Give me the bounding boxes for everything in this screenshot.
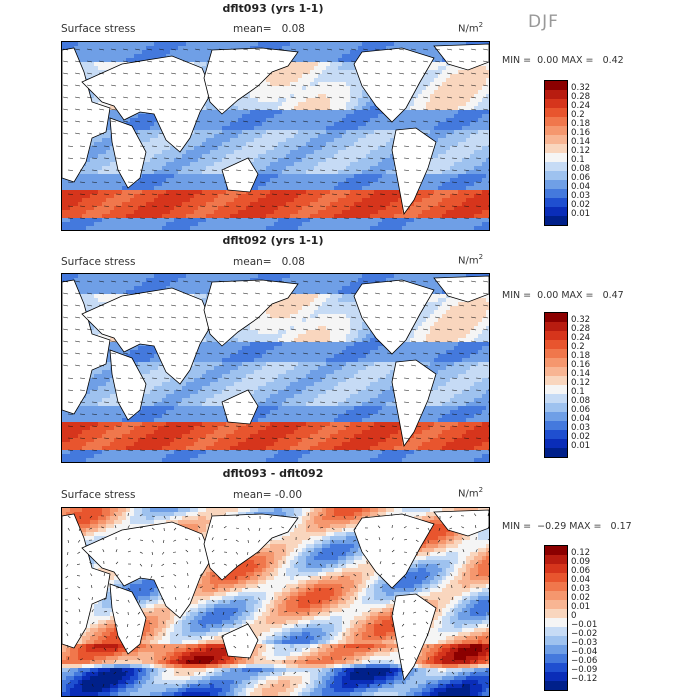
colorbar-tick-label: 0.01 [571, 441, 591, 451]
colorbar-tick-label: 0.2 [571, 110, 585, 120]
colorbar-tick-label: 0.18 [571, 351, 591, 361]
colorbar-tick-label: 0.06 [571, 173, 591, 183]
colorbar-tick-label: 0.1 [571, 387, 585, 397]
colorbar-tick-label: 0.14 [571, 369, 591, 379]
panel-2-colorbar-ticks: 0.32 0.28 0.24 0.2 0.18 0.16 0.14 0.12 0.1 0.08 0.… [571, 312, 621, 456]
colorbar-tick-label: −0.12 [571, 674, 598, 684]
colorbar-tick-label: 0.12 [571, 548, 591, 558]
panel-2-colorbar [544, 312, 568, 458]
panel-3-minmax: MIN = −0.29 MAX = 0.17 [502, 521, 632, 532]
panel-3-unit: N/m2 [458, 486, 484, 500]
colorbar-tick-label: 0.28 [571, 324, 591, 334]
colorbar-tick-label: −0.04 [571, 647, 598, 657]
colorbar-tick-label: 0.14 [571, 137, 591, 147]
panel-1-colorbar-ticks: 0.32 0.28 0.24 0.2 0.18 0.16 0.14 0.12 0.1 0.08 0.… [571, 80, 621, 224]
panel-3-colorbar-ticks: 0.12 0.09 0.06 0.04 0.03 0.02 0.01 0 −0.01 −0.02−… [571, 545, 621, 689]
panel-1-field-label: Surface stress [61, 23, 136, 35]
colorbar-tick-label: 0.16 [571, 360, 591, 370]
colorbar-tick-label: 0.02 [571, 200, 591, 210]
colorbar-tick-label: 0.12 [571, 146, 591, 156]
panel-3-field-label: Surface stress [61, 489, 136, 501]
colorbar-tick-label: 0.04 [571, 414, 591, 424]
panel-3-mean: mean= -0.00 [233, 489, 303, 501]
colorbar-tick-label: −0.01 [571, 620, 598, 630]
colorbar-tick-label: 0.04 [571, 575, 591, 585]
panel-2-map [61, 273, 490, 463]
panel-1-mean: mean= 0.08 [233, 23, 305, 35]
colorbar-tick-label: 0.06 [571, 566, 591, 576]
colorbar-tick-label: −0.02 [571, 629, 598, 639]
colorbar-tick-label: 0.12 [571, 378, 591, 388]
panel-3-colorbar [544, 545, 568, 691]
colorbar-tick-label: 0.03 [571, 423, 591, 433]
colorbar-tick-label: 0.32 [571, 315, 591, 325]
panel-2-unit: N/m2 [458, 253, 484, 267]
panel-2-title: dflt092 (yrs 1-1) [222, 234, 324, 247]
colorbar-tick-label: −0.09 [571, 665, 598, 675]
colorbar-tick-label: −0.03 [571, 638, 598, 648]
colorbar-tick-label: 0.02 [571, 593, 591, 603]
colorbar-tick-label: 0.08 [571, 164, 591, 174]
panel-1-map [61, 41, 490, 231]
colorbar-tick-label: 0.16 [571, 128, 591, 138]
colorbar-tick-label: 0.32 [571, 83, 591, 93]
panel-1-colorbar [544, 80, 568, 226]
colorbar-tick-label: 0.1 [571, 155, 585, 165]
panel-1-title: dflt093 (yrs 1-1) [222, 2, 324, 15]
colorbar-tick-label: 0 [571, 611, 577, 621]
colorbar-tick-label: −0.06 [571, 656, 598, 666]
colorbar-tick-label: 0.01 [571, 209, 591, 219]
colorbar-tick-label: 0.2 [571, 342, 585, 352]
panel-2-mean: mean= 0.08 [233, 256, 305, 268]
colorbar-tick-label: 0.18 [571, 119, 591, 129]
season-label: DJF [528, 12, 559, 32]
panel-2-field-label: Surface stress [61, 256, 136, 268]
panel-3-title: dflt093 - dflt092 [222, 467, 324, 480]
colorbar-tick-label: 0.03 [571, 191, 591, 201]
colorbar-tick-label: 0.24 [571, 101, 591, 111]
colorbar-tick-label: 0.01 [571, 602, 591, 612]
colorbar-tick-label: 0.04 [571, 182, 591, 192]
colorbar-tick-label: 0.06 [571, 405, 591, 415]
colorbar-tick-label: 0.09 [571, 557, 591, 567]
panel-3-map [61, 507, 490, 697]
colorbar-tick-label: 0.02 [571, 432, 591, 442]
panel-1-unit: N/m2 [458, 21, 484, 35]
colorbar-tick-label: 0.03 [571, 584, 591, 594]
panel-1-minmax: MIN = 0.00 MAX = 0.42 [502, 55, 624, 66]
colorbar-tick-label: 0.08 [571, 396, 591, 406]
panel-2-minmax: MIN = 0.00 MAX = 0.47 [502, 290, 624, 301]
colorbar-tick-label: 0.28 [571, 92, 591, 102]
colorbar-tick-label: 0.24 [571, 333, 591, 343]
